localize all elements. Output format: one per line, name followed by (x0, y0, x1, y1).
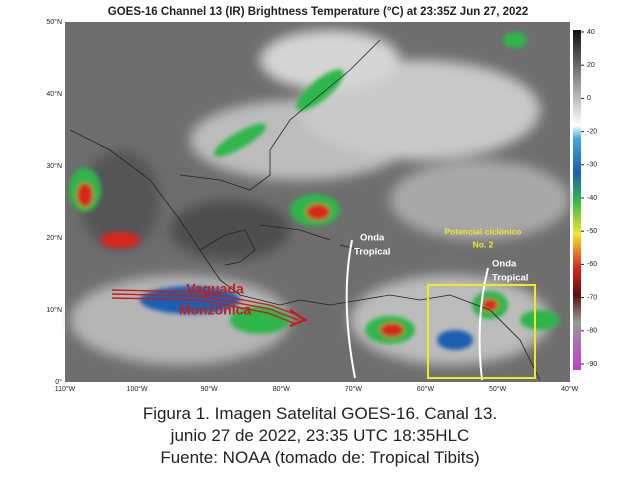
latitude-label: 40°N (46, 90, 62, 98)
cyclone-box (427, 284, 536, 379)
monsoon-trough (111, 289, 308, 328)
latitude-label: 0° (55, 378, 62, 386)
latitude-label: 20°N (46, 234, 62, 242)
annotation: Vaguada (186, 281, 244, 297)
longitude-label: 70°W (345, 385, 363, 393)
colorbar-tick-label: -60 (587, 261, 597, 268)
caption-line: junio 27 de 2022, 23:35 UTC 18:35HLC (170, 426, 470, 445)
annotation: Tropical (354, 247, 390, 258)
longitude-label: 40°W (561, 385, 579, 393)
longitude-label: 100°W (127, 385, 148, 393)
caption-line: Fuente: NOAA (tomado de: Tropical Tibits… (160, 448, 480, 467)
longitude-label: 90°W (201, 385, 219, 393)
figure-title: GOES-16 Channel 13 (IR) Brightness Tempe… (108, 6, 528, 18)
latitude-label: 30°N (46, 162, 62, 170)
colorbar (573, 30, 581, 370)
colorbar-tick-label: 20 (587, 62, 595, 69)
colorbar-tick-label: -80 (587, 328, 597, 335)
caption-line: Figura 1. Imagen Satelital GOES-16. Cana… (142, 404, 498, 423)
longitude-label: 110°W (55, 385, 76, 393)
colorbar-tick-label: 0 (587, 95, 591, 102)
colorbar-tick-label: -20 (587, 128, 597, 135)
coastlines (69, 39, 541, 381)
satellite-figure: GOES-16 Channel 13 (IR) Brightness Tempe… (46, 6, 597, 393)
annotation: Monzónica (179, 302, 252, 318)
longitude-label: 50°W (489, 385, 507, 393)
colorbar-tick-label: -90 (587, 361, 597, 368)
convection (69, 32, 560, 350)
annotation: Potencial ciclónico (445, 226, 522, 236)
annotation: Onda (360, 233, 385, 244)
tropical-wave-east (478, 267, 489, 381)
latitude-label: 50°N (46, 18, 62, 26)
longitude-label: 60°W (417, 385, 435, 393)
annotation: No. 2 (473, 239, 494, 249)
annotation: Tropical (492, 273, 528, 284)
colorbar-tick-label: -50 (587, 228, 597, 235)
tropical-wave-west (345, 239, 356, 379)
colorbar-tick-label: -40 (587, 195, 597, 202)
latitude-label: 10°N (46, 306, 62, 314)
colorbar-tick-label: 40 (587, 29, 595, 36)
annotation: Onda (492, 259, 517, 270)
longitude-label: 80°W (273, 385, 291, 393)
colorbar-tick-label: -30 (587, 162, 597, 169)
colorbar-tick-label: -70 (587, 294, 597, 301)
